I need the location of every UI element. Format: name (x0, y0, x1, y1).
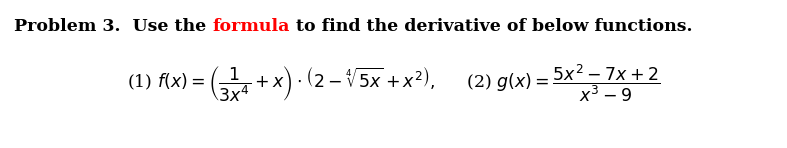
Text: (1) $f(x) = \left(\dfrac{1}{3x^4} + x\right) \cdot \left(2 - \sqrt[4]{5x} + x^2\: (1) $f(x) = \left(\dfrac{1}{3x^4} + x\ri… (127, 62, 660, 104)
Text: to find the derivative of below functions.: to find the derivative of below function… (290, 18, 693, 35)
Text: formula: formula (212, 18, 290, 35)
Text: Problem 3.  Use the: Problem 3. Use the (14, 18, 212, 35)
